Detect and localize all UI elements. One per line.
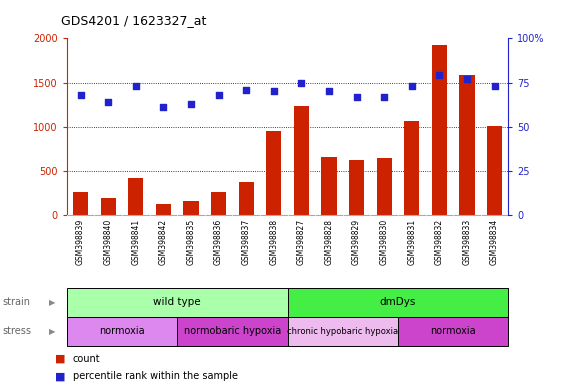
- Point: [462, 76, 472, 82]
- Point: [214, 92, 223, 98]
- Bar: [67, 288, 288, 317]
- Text: ▶: ▶: [49, 298, 56, 307]
- Point: [159, 104, 168, 110]
- Text: ▶: ▶: [49, 327, 56, 336]
- Text: wild type: wild type: [153, 297, 201, 308]
- Bar: [239, 182, 254, 215]
- Text: GSM398832: GSM398832: [435, 219, 444, 265]
- Text: normoxia: normoxia: [431, 326, 476, 336]
- Text: GSM398831: GSM398831: [407, 219, 416, 265]
- Point: [269, 88, 278, 94]
- Text: GSM398829: GSM398829: [352, 219, 361, 265]
- Point: [407, 83, 417, 89]
- Bar: [294, 106, 309, 215]
- Bar: [376, 158, 392, 215]
- Text: percentile rank within the sample: percentile rank within the sample: [73, 371, 238, 381]
- Text: GSM398827: GSM398827: [297, 219, 306, 265]
- Point: [76, 92, 85, 98]
- Text: GSM398840: GSM398840: [104, 219, 113, 265]
- Bar: [177, 317, 288, 346]
- Text: GSM398841: GSM398841: [131, 219, 140, 265]
- Bar: [67, 317, 177, 346]
- Bar: [128, 179, 144, 215]
- Point: [131, 83, 141, 89]
- Point: [490, 83, 499, 89]
- Bar: [487, 126, 502, 215]
- Bar: [404, 121, 419, 215]
- Point: [297, 79, 306, 86]
- Bar: [101, 198, 116, 215]
- Text: GSM398834: GSM398834: [490, 219, 499, 265]
- Text: normobaric hypoxia: normobaric hypoxia: [184, 326, 281, 336]
- Point: [379, 94, 389, 100]
- Bar: [288, 317, 398, 346]
- Text: GSM398836: GSM398836: [214, 219, 223, 265]
- Text: GSM398842: GSM398842: [159, 219, 168, 265]
- Point: [187, 101, 196, 107]
- Text: GSM398835: GSM398835: [187, 219, 195, 265]
- Text: GSM398838: GSM398838: [270, 219, 278, 265]
- Text: dmDys: dmDys: [380, 297, 416, 308]
- Bar: [73, 192, 88, 215]
- Text: stress: stress: [3, 326, 32, 336]
- Bar: [156, 204, 171, 215]
- Bar: [321, 157, 336, 215]
- Point: [435, 73, 444, 79]
- Text: GSM398830: GSM398830: [380, 219, 389, 265]
- Bar: [184, 201, 199, 215]
- Text: GSM398837: GSM398837: [242, 219, 250, 265]
- Point: [103, 99, 113, 105]
- Text: GDS4201 / 1623327_at: GDS4201 / 1623327_at: [61, 14, 206, 27]
- Bar: [460, 76, 475, 215]
- Bar: [349, 160, 364, 215]
- Point: [242, 86, 251, 93]
- Text: chronic hypobaric hypoxia: chronic hypobaric hypoxia: [287, 327, 399, 336]
- Bar: [432, 45, 447, 215]
- Bar: [398, 317, 508, 346]
- Point: [352, 94, 361, 100]
- Bar: [211, 192, 226, 215]
- Text: normoxia: normoxia: [99, 326, 145, 336]
- Text: GSM398839: GSM398839: [76, 219, 85, 265]
- Text: GSM398833: GSM398833: [462, 219, 471, 265]
- Text: GSM398828: GSM398828: [325, 219, 333, 265]
- Text: strain: strain: [3, 297, 31, 308]
- Text: ■: ■: [55, 354, 66, 364]
- Bar: [266, 131, 281, 215]
- Text: count: count: [73, 354, 101, 364]
- Bar: [288, 288, 508, 317]
- Text: ■: ■: [55, 371, 66, 381]
- Point: [324, 88, 333, 94]
